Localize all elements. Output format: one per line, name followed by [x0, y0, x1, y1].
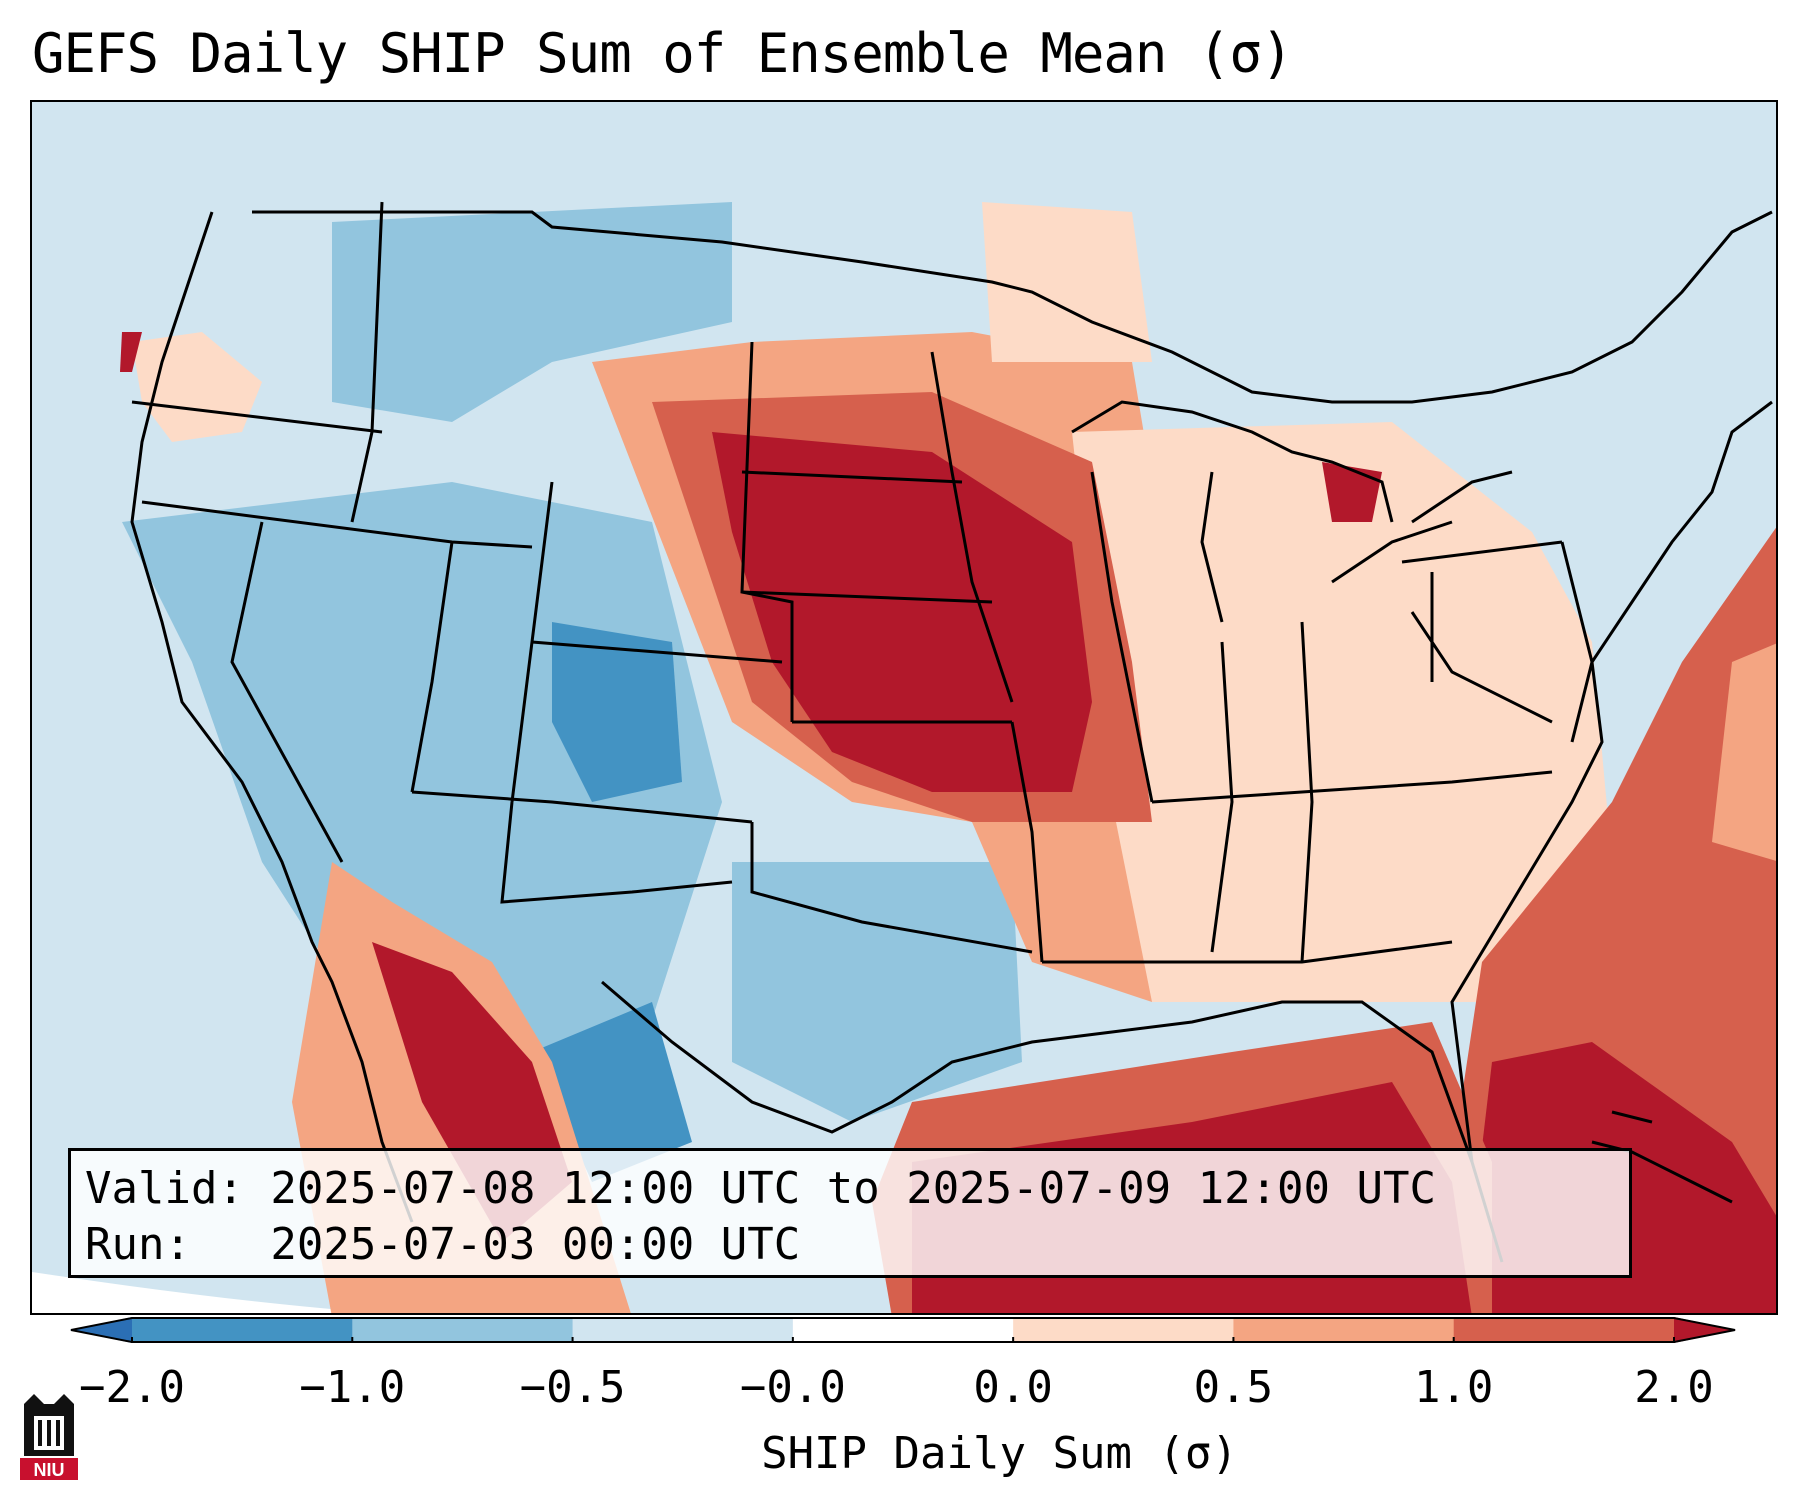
colorbar-tick-label: −1.0: [299, 1362, 406, 1413]
colorbar-tick-label: −2.0: [79, 1362, 185, 1413]
colorbar-tick-label: 1.0: [1413, 1362, 1494, 1413]
valid-run-info-box: Valid: 2025-07-08 12:00 UTC to 2025-07-0…: [68, 1148, 1632, 1278]
colorbar-segment: [1013, 1317, 1234, 1343]
colorbar-segment: [132, 1317, 353, 1343]
run-time-text: Run: 2025-07-03 00:00 UTC: [85, 1219, 801, 1270]
northwest-blue-region: [332, 202, 732, 422]
colorado-darkblue: [552, 622, 682, 802]
projection-edge: [32, 1272, 379, 1313]
plains-darkred-core: [712, 432, 1092, 792]
valid-time-text: Valid: 2025-07-08 12:00 UTC to 2025-07-0…: [85, 1163, 1437, 1214]
atlantic-orange-patch: [1712, 643, 1776, 861]
colorbar-svg: [70, 1317, 1736, 1343]
colorbar-segment: [352, 1317, 574, 1343]
colorbar-tick-label: 0.5: [1193, 1362, 1274, 1413]
texas-blue: [732, 862, 1022, 1122]
colorbar-tick-label: 0.0: [973, 1362, 1053, 1413]
oregon-coast-darkred: [120, 332, 142, 372]
map-panel: [30, 100, 1778, 1315]
colorbar: [70, 1317, 1736, 1343]
niu-logo: NIU: [20, 1390, 78, 1482]
colorbar-tick-label: 2.0: [1634, 1362, 1714, 1413]
colorbar-segment: [1453, 1317, 1675, 1343]
map-canvas: [32, 102, 1776, 1313]
map-title: GEFS Daily SHIP Sum of Ensemble Mean (σ): [32, 22, 1293, 85]
ontario-lightred: [982, 202, 1152, 362]
colorbar-segment: [572, 1317, 794, 1343]
colorbar-segment: [792, 1317, 1014, 1343]
colorbar-segment: [1233, 1317, 1455, 1343]
colorbar-tick-label: −0.0: [739, 1362, 846, 1413]
state-boundaries: [130, 201, 1773, 1263]
colorbar-tick-label: −0.5: [519, 1362, 626, 1413]
colorbar-extend-high: [1674, 1317, 1736, 1343]
colorbar-title: SHIP Daily Sum (σ): [761, 1428, 1238, 1479]
svg-text:NIU: NIU: [34, 1460, 65, 1480]
colorbar-extend-low: [70, 1317, 132, 1343]
